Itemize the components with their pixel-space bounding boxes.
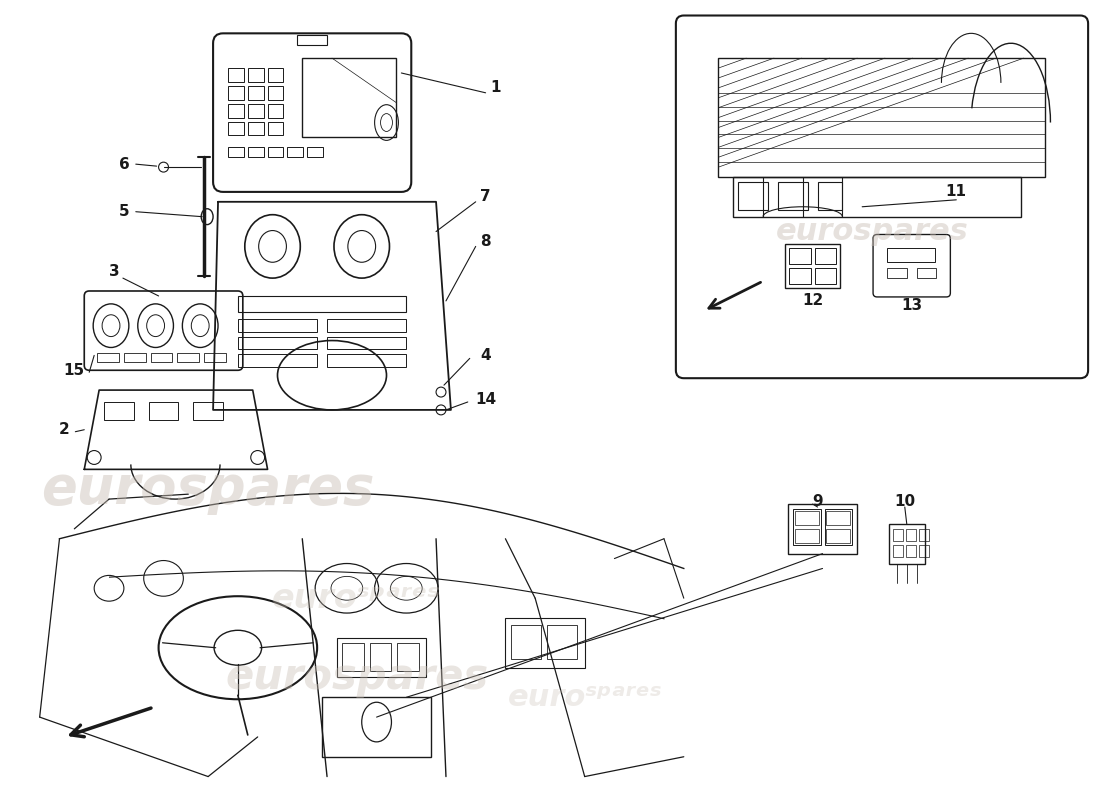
Bar — [151, 354, 173, 362]
Bar — [297, 35, 327, 46]
Bar — [148, 402, 178, 420]
Text: euroˢᵖᵃʳᵉˢ: euroˢᵖᵃʳᵉˢ — [273, 582, 441, 614]
Bar — [177, 354, 199, 362]
Bar — [248, 147, 264, 158]
Bar — [893, 529, 903, 541]
Bar — [778, 182, 807, 210]
Text: eurospares: eurospares — [42, 463, 375, 515]
Bar — [918, 545, 928, 557]
Text: 6: 6 — [119, 157, 130, 172]
Bar — [815, 248, 836, 264]
Bar — [327, 318, 406, 332]
Bar — [738, 182, 768, 210]
Bar — [267, 122, 284, 135]
Bar — [916, 268, 936, 278]
Bar — [789, 268, 811, 284]
Bar — [124, 354, 145, 362]
Bar — [785, 245, 840, 288]
Bar — [893, 545, 903, 557]
Bar — [826, 529, 850, 542]
Text: eurospares: eurospares — [226, 657, 488, 698]
Bar — [307, 147, 323, 158]
Bar — [248, 86, 264, 100]
Bar — [342, 642, 364, 670]
Bar — [248, 122, 264, 135]
Bar — [228, 147, 244, 158]
Bar — [327, 337, 406, 350]
Bar — [238, 296, 406, 312]
Bar — [228, 122, 244, 135]
Text: 8: 8 — [481, 234, 491, 249]
Bar — [734, 177, 1021, 217]
Text: 7: 7 — [481, 190, 491, 204]
Text: 5: 5 — [119, 204, 129, 219]
Bar — [322, 698, 431, 757]
Bar — [512, 625, 541, 658]
Bar — [789, 248, 811, 264]
Bar — [825, 509, 852, 545]
Bar — [238, 354, 317, 367]
Text: 1: 1 — [491, 80, 501, 95]
Bar — [228, 104, 244, 118]
Bar — [815, 268, 836, 284]
Bar — [248, 104, 264, 118]
Bar — [397, 642, 419, 670]
Bar — [287, 147, 304, 158]
Bar — [795, 511, 818, 525]
Bar — [889, 524, 925, 563]
Bar — [788, 504, 857, 554]
Bar — [826, 511, 850, 525]
Text: 10: 10 — [894, 494, 915, 509]
Bar — [547, 625, 576, 658]
Bar — [718, 58, 1045, 177]
Bar — [267, 147, 284, 158]
Bar — [817, 182, 843, 210]
Text: eurospares: eurospares — [776, 217, 968, 246]
Bar — [505, 618, 585, 667]
Text: 3: 3 — [109, 264, 119, 278]
Text: euroˢᵖᵃʳᵉˢ: euroˢᵖᵃʳᵉˢ — [507, 682, 662, 712]
Bar — [267, 68, 284, 82]
FancyBboxPatch shape — [675, 15, 1088, 378]
Text: 4: 4 — [481, 348, 491, 363]
Text: 9: 9 — [812, 494, 823, 509]
Text: 15: 15 — [64, 362, 85, 378]
Bar — [194, 402, 223, 420]
Text: 13: 13 — [901, 298, 922, 314]
Bar — [267, 86, 284, 100]
Bar — [337, 638, 426, 678]
Bar — [238, 318, 317, 332]
Bar — [793, 509, 821, 545]
Text: 2: 2 — [59, 422, 69, 438]
Bar — [887, 268, 906, 278]
Bar — [248, 68, 264, 82]
Bar — [905, 529, 915, 541]
Text: 11: 11 — [946, 184, 967, 199]
Bar — [205, 354, 225, 362]
Bar — [97, 354, 119, 362]
Bar — [302, 58, 396, 138]
Bar — [887, 248, 935, 262]
Bar — [370, 642, 392, 670]
FancyBboxPatch shape — [213, 34, 411, 192]
Bar — [228, 86, 244, 100]
Bar — [238, 337, 317, 350]
Bar — [918, 529, 928, 541]
Bar — [228, 68, 244, 82]
Bar — [795, 529, 818, 542]
Bar — [267, 104, 284, 118]
Text: 14: 14 — [475, 393, 496, 407]
Bar — [104, 402, 134, 420]
Bar — [905, 545, 915, 557]
Bar — [327, 354, 406, 367]
Text: 12: 12 — [802, 294, 823, 309]
